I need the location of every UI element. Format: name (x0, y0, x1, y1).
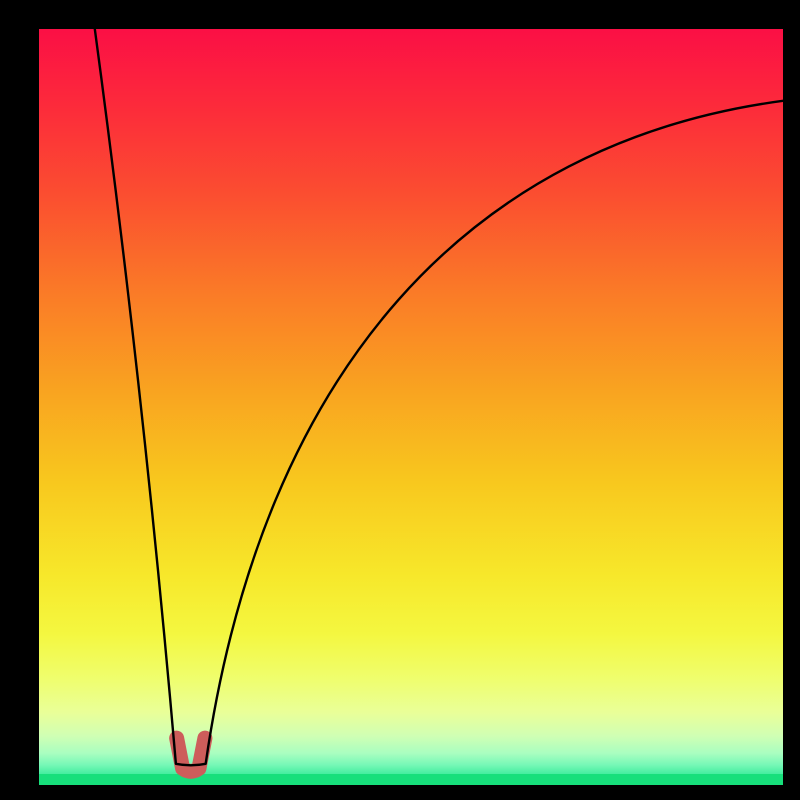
bottleneck-curve (95, 29, 783, 765)
plot-area (39, 29, 783, 785)
frame-top (0, 0, 800, 29)
bottleneck-curve-svg (39, 29, 783, 785)
frame-left (0, 0, 39, 800)
frame-right (783, 0, 800, 800)
chart-stage: TheBottleneck.com (0, 0, 800, 800)
frame-bottom (0, 785, 800, 800)
